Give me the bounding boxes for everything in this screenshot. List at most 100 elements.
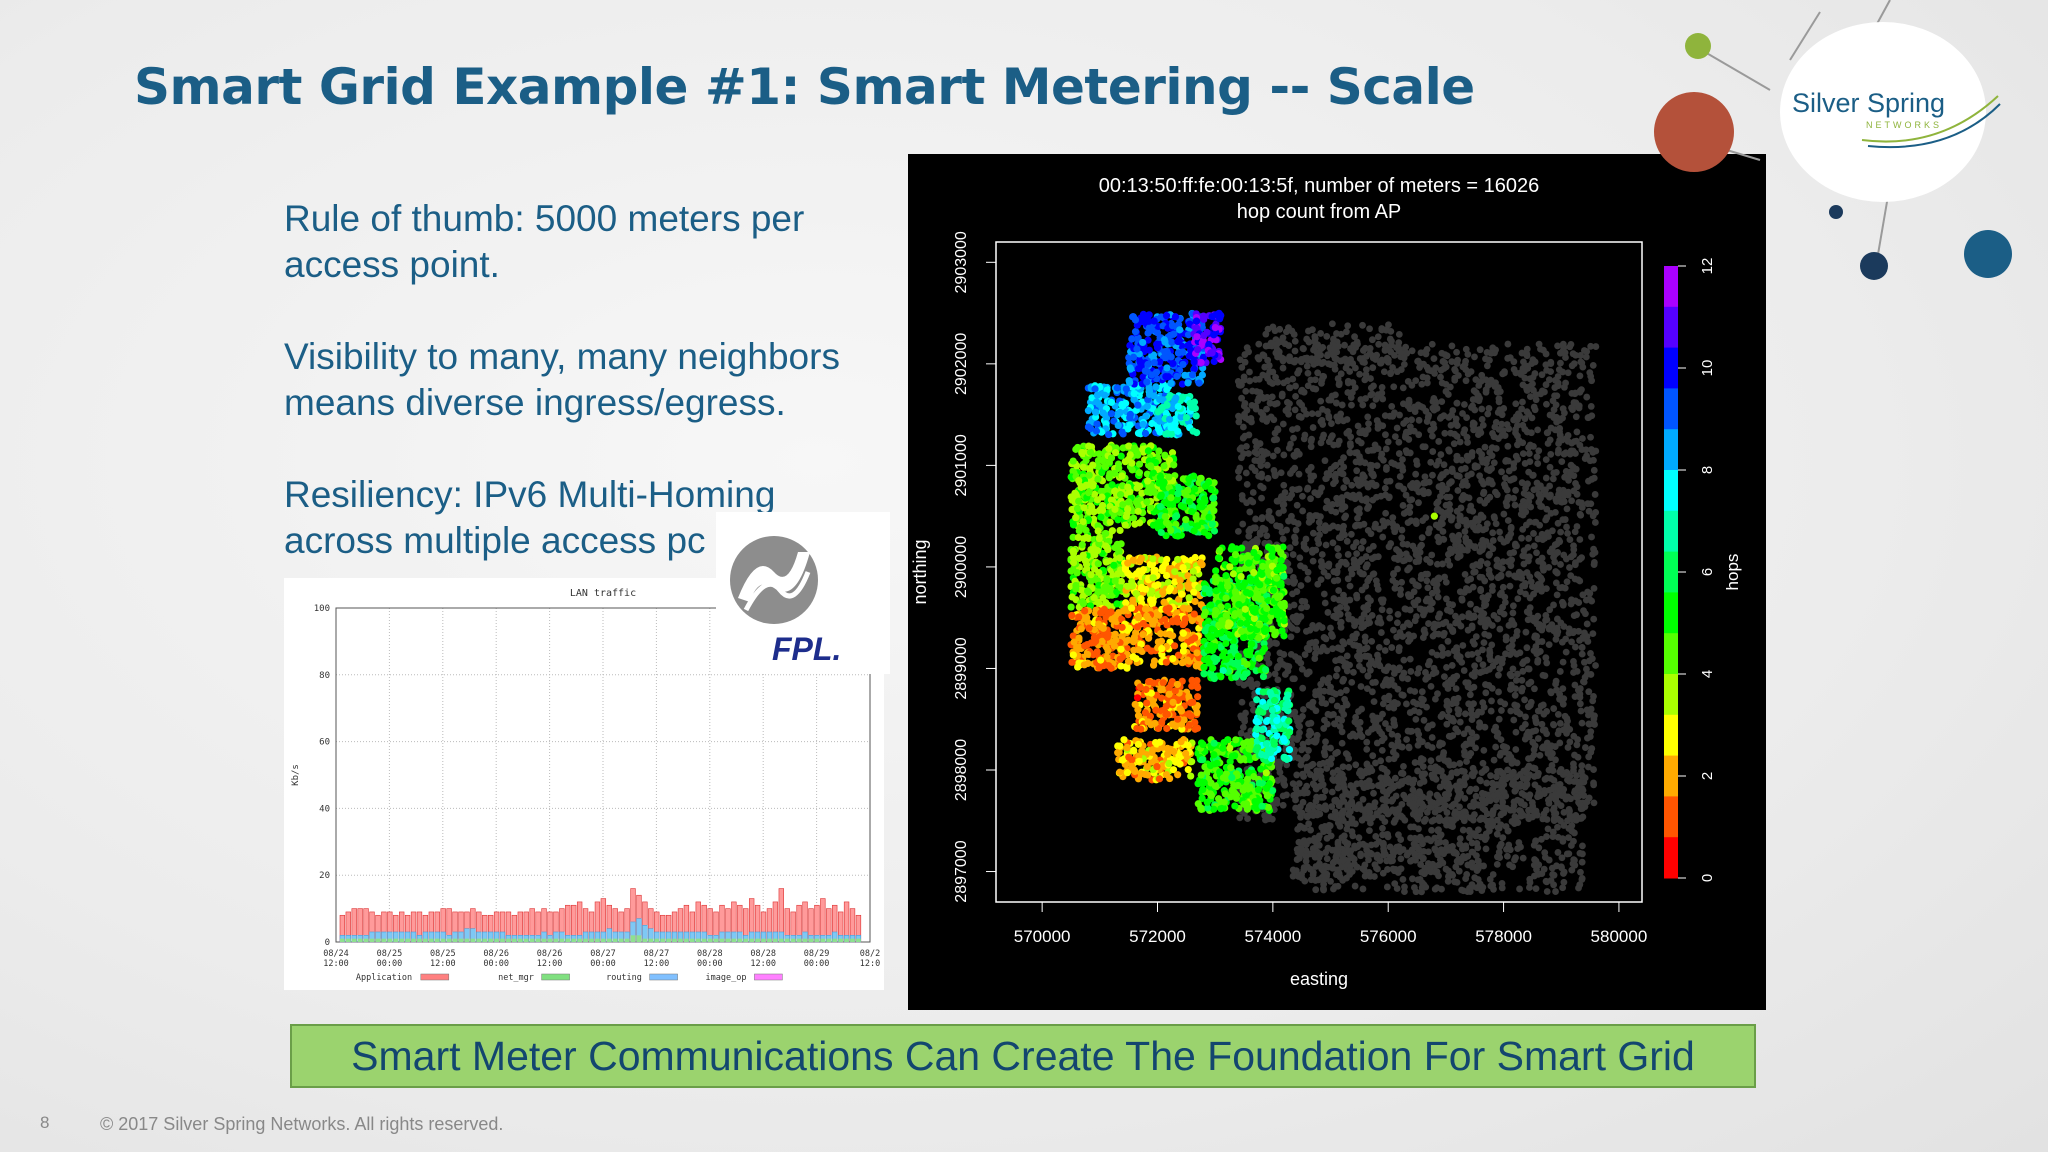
- meter-point: [1283, 791, 1290, 799]
- meter-point: [1493, 732, 1501, 740]
- net-mgr-bar: [707, 938, 713, 942]
- meter-point: [1461, 528, 1469, 535]
- meter-point: [1435, 861, 1443, 869]
- meter-point: [1355, 482, 1363, 489]
- meter-point: [1364, 526, 1372, 534]
- meter-point: [1295, 733, 1302, 741]
- meter-point: [1273, 522, 1280, 530]
- meter-point: [1316, 524, 1324, 532]
- meter-point: [1240, 402, 1248, 410]
- meter-point: [1452, 863, 1460, 871]
- meter-point: [1268, 393, 1276, 401]
- meter-point: [1536, 751, 1544, 759]
- meter-point: [1562, 379, 1569, 387]
- net-mgr-bar: [559, 938, 565, 942]
- meter-point: [1579, 363, 1587, 371]
- meter-point: [1277, 469, 1285, 477]
- meter-point: [1382, 445, 1390, 453]
- meter-point: [1551, 743, 1559, 750]
- meter-point: [1150, 359, 1158, 367]
- meter-point: [1568, 497, 1575, 505]
- meter-point: [1398, 743, 1406, 751]
- meter-point: [1303, 603, 1311, 611]
- meter-point: [1242, 414, 1250, 422]
- meter-point: [1446, 383, 1454, 391]
- meter-point: [1564, 793, 1572, 801]
- bullet-item: Rule of thumb: 5000 meters per access po…: [284, 198, 805, 285]
- meter-point: [1592, 343, 1600, 350]
- meter-point: [1362, 582, 1370, 590]
- net-mgr-bar: [713, 938, 719, 942]
- meter-point: [1316, 851, 1324, 859]
- meter-point: [1332, 614, 1340, 622]
- meter-point: [1454, 694, 1462, 702]
- net-mgr-bar: [583, 938, 588, 942]
- meter-point: [1519, 775, 1527, 782]
- meter-point: [1443, 352, 1451, 360]
- meter-point: [1374, 421, 1382, 429]
- meter-point: [1297, 414, 1305, 421]
- meter-point: [1246, 368, 1253, 376]
- meter-point: [1327, 624, 1334, 632]
- meter-point: [1377, 757, 1385, 765]
- meter-point: [1363, 738, 1371, 746]
- meter-point: [1449, 732, 1457, 739]
- meter-point: [1469, 848, 1477, 856]
- bullet-item: Resiliency: IPv6 Multi-Homing across mul…: [284, 474, 776, 561]
- meter-point: [1383, 478, 1391, 485]
- meter-point: [1291, 406, 1299, 414]
- meter-point: [1306, 701, 1314, 709]
- net-mgr-bar: [423, 938, 428, 942]
- meter-point: [1296, 822, 1304, 830]
- net-mgr-bar: [446, 938, 452, 942]
- meter-point: [1512, 746, 1520, 753]
- meter-point: [1586, 595, 1593, 603]
- meter-point: [1461, 464, 1469, 472]
- meter-point: [1464, 456, 1472, 464]
- meter-point: [1295, 470, 1303, 478]
- meter-point: [1490, 433, 1498, 441]
- meter-point: [1558, 854, 1566, 862]
- meter-point: [1400, 656, 1408, 664]
- legend-swatch: [754, 973, 783, 981]
- meter-point: [1284, 667, 1292, 675]
- meter-point: [1353, 550, 1361, 558]
- meter-point: [1395, 330, 1403, 338]
- meter-point: [1530, 386, 1537, 394]
- meter-point: [1523, 769, 1530, 777]
- meter-point: [1487, 772, 1495, 780]
- meter-point: [1294, 520, 1302, 527]
- meter-point: [1388, 644, 1396, 651]
- meter-point: [1248, 401, 1256, 409]
- meter-point: [1508, 641, 1516, 649]
- meter-point: [1587, 671, 1595, 678]
- meter-point: [1428, 589, 1436, 597]
- meter-point: [1470, 420, 1478, 428]
- meter-point: [1257, 482, 1265, 490]
- meter-point: [1499, 583, 1507, 591]
- meter-point: [1363, 685, 1371, 692]
- meter-point: [1586, 720, 1593, 728]
- net-mgr-bar: [512, 938, 517, 942]
- meter-point: [1392, 579, 1400, 587]
- meter-point: [1419, 373, 1427, 381]
- meter-point: [1145, 346, 1153, 354]
- x-tick-label: 00:00: [804, 959, 830, 969]
- meter-point: [1367, 480, 1374, 487]
- meter-point: [1410, 840, 1418, 848]
- meter-point: [1421, 630, 1429, 637]
- meter-point: [1263, 405, 1270, 413]
- meter-point: [1434, 575, 1442, 583]
- meter-point: [1435, 872, 1442, 880]
- meter-point: [1296, 723, 1304, 730]
- meter-point: [1304, 382, 1312, 390]
- meter-point: [1312, 707, 1320, 715]
- net-mgr-bar: [666, 938, 671, 942]
- meter-point: [1437, 518, 1445, 526]
- net-mgr-bar: [808, 938, 814, 942]
- meter-point: [1312, 638, 1320, 646]
- meter-point: [1498, 589, 1505, 597]
- meter-point: [1396, 664, 1403, 672]
- net-mgr-bar: [660, 938, 666, 942]
- meter-point: [1525, 535, 1532, 542]
